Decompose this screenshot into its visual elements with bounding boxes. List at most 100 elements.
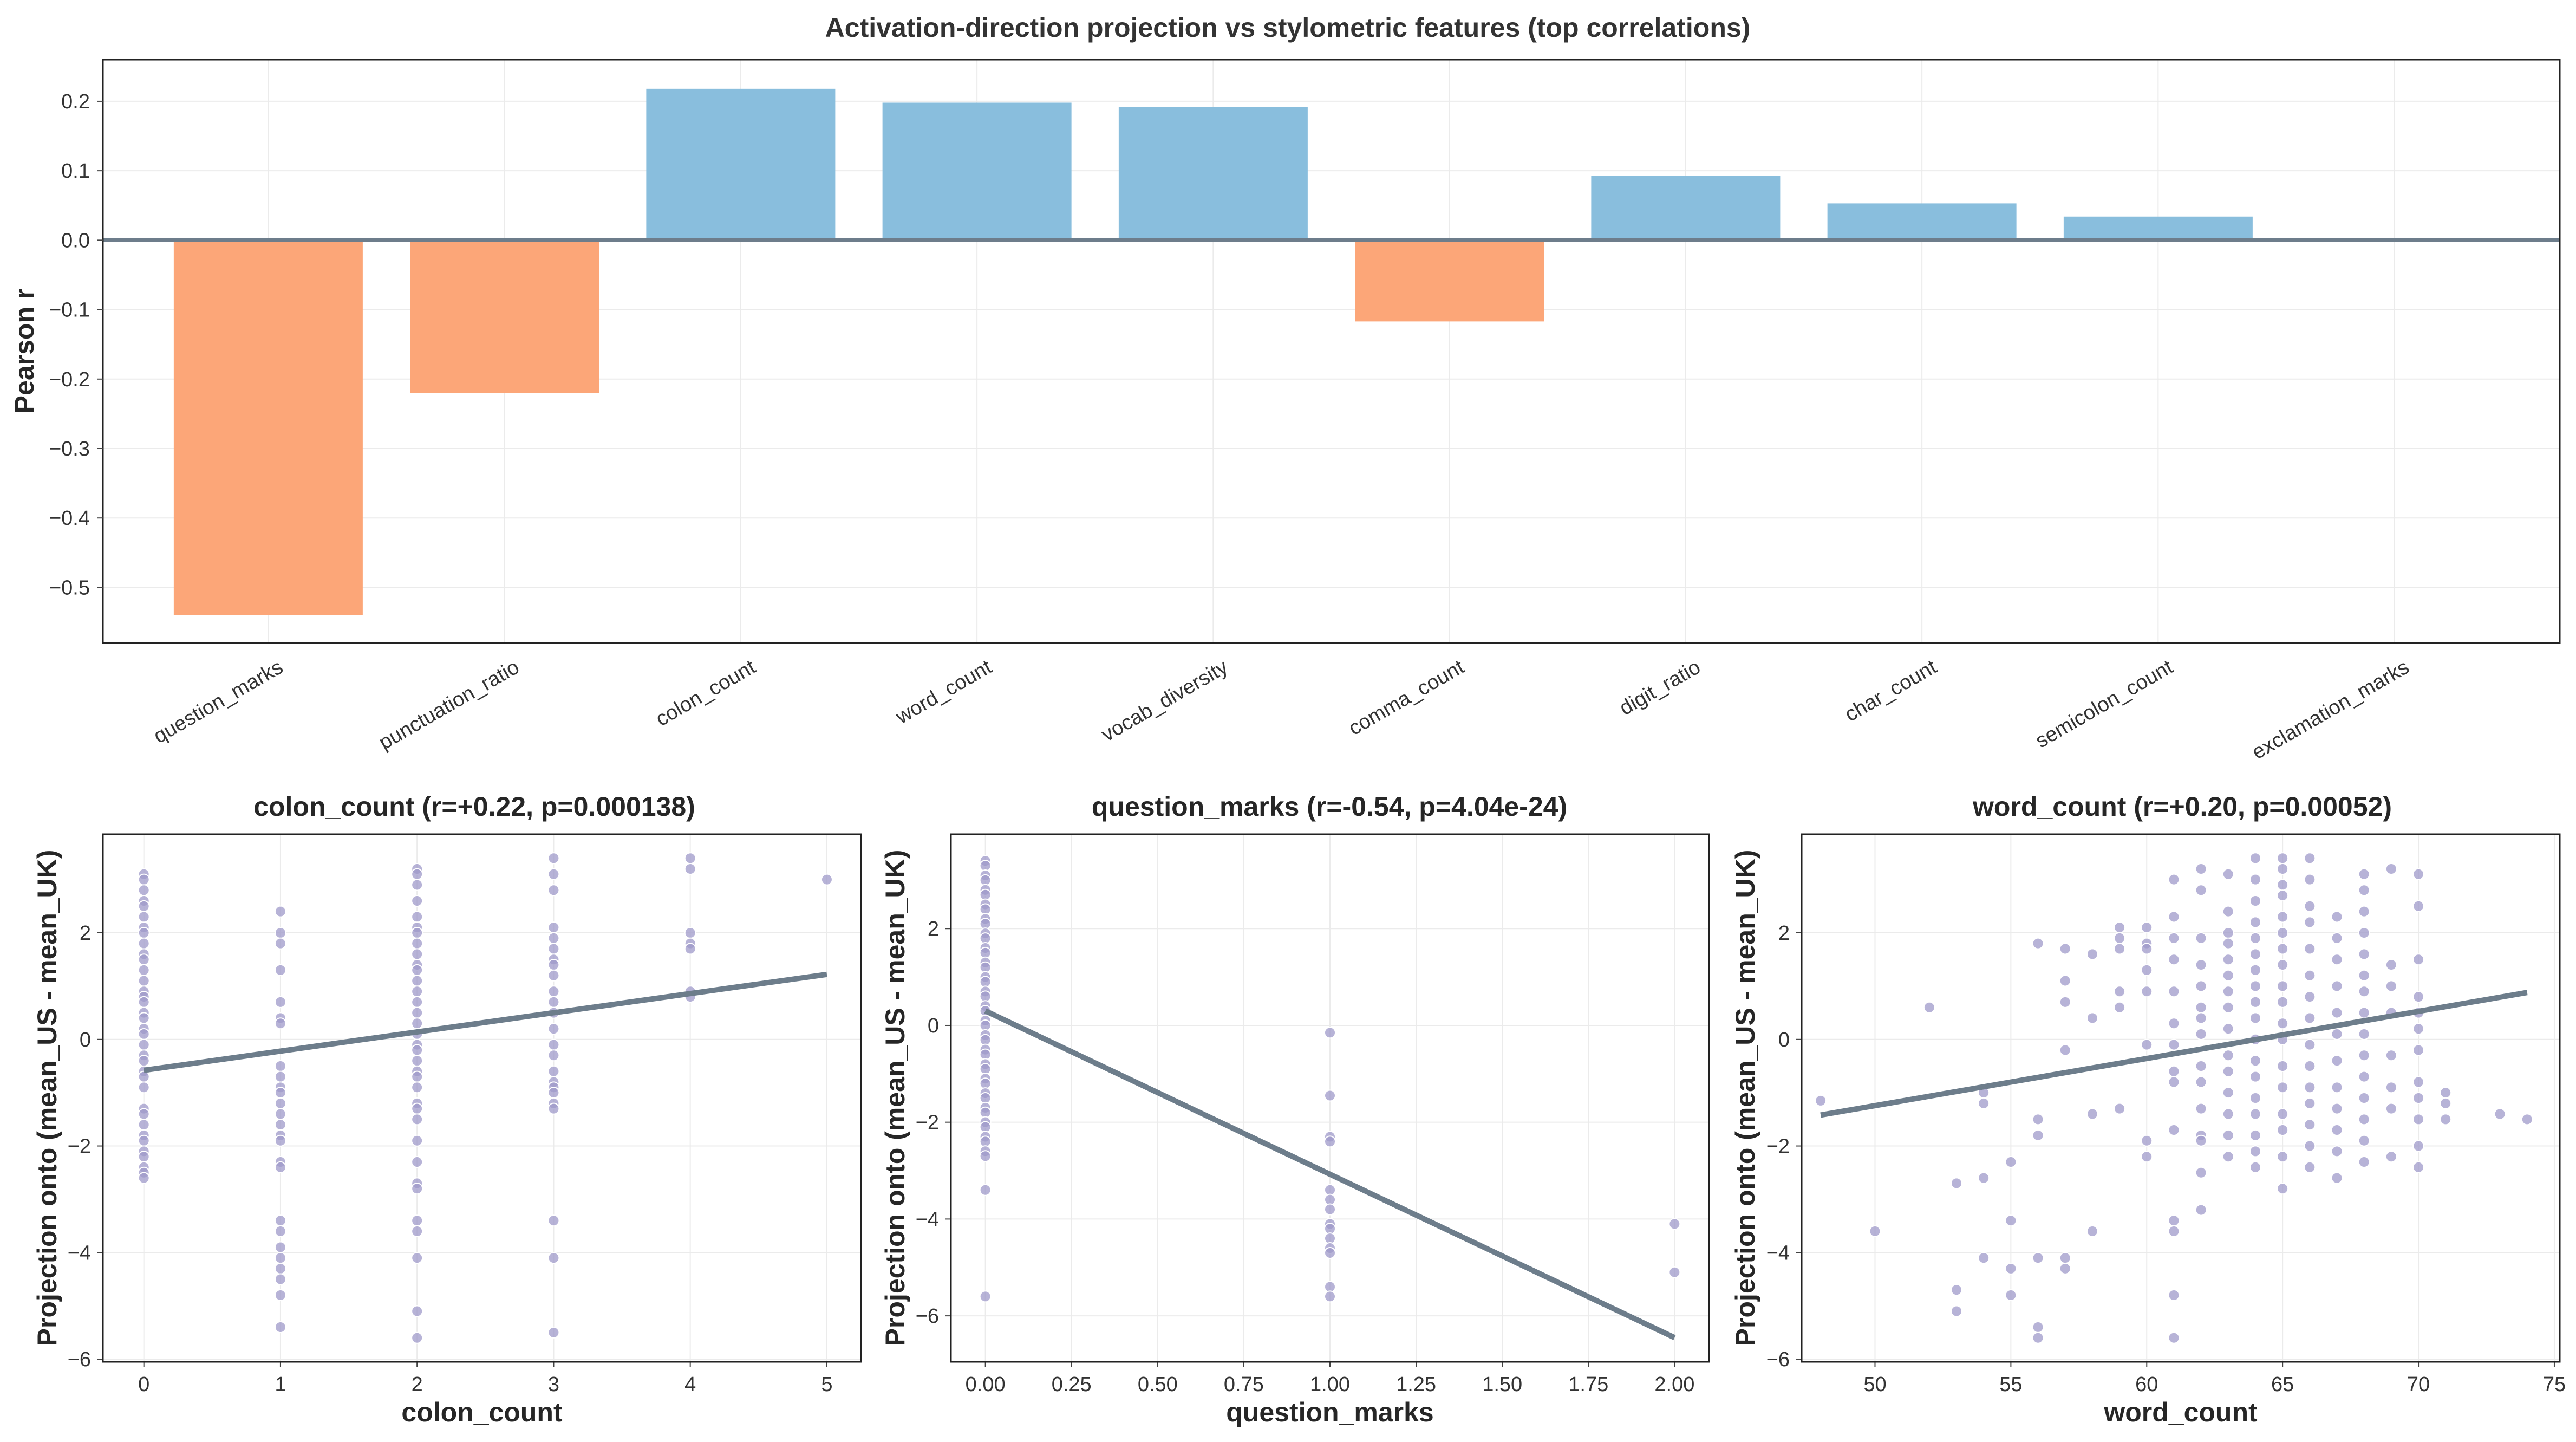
bar-x-tick-label-vocab_diversity: vocab_diversity [1098,655,1232,746]
scatter-point [411,1156,423,1168]
scatter-point [2304,1081,2316,1094]
scatter-point [2358,1049,2370,1062]
scatter-point [274,927,286,939]
scatter-point [2358,1070,2370,1083]
scatter-point [547,1065,560,1077]
scatter-3-frame [1801,833,2561,1363]
scatter-point [2141,1151,2153,1163]
scatter-point [2440,1087,2452,1099]
scatter-point [1923,1001,1935,1014]
scatter-point [138,953,150,966]
scatter-y-tick-label: 2 [928,918,939,940]
scatter-x-tick-label: 5 [821,1373,832,1396]
bar-comma_count [1355,240,1544,322]
scatter-point [411,1044,423,1056]
scatter-point [138,1012,150,1024]
scatter-point [2358,1113,2370,1126]
scatter-point [1324,1290,1336,1303]
scatter-point [2032,1252,2044,1264]
scatter-point [2331,1081,2343,1094]
scatter-point [2358,927,2370,939]
scatter-point [2277,927,2289,939]
scatter-1-grid [103,834,861,1362]
scatter-point [2059,1262,2071,1275]
scatter-point [274,1241,286,1253]
scatter-point [138,1172,150,1184]
scatter-2-plot: 0.00 0.25 0.50 0.75 1.00 1.25 1.50 1.75 2.00 −6 −4… [916,834,1709,1396]
scatter-3-x-axis-label: word_count [2103,1397,2258,1427]
scatter-point [411,1331,423,1344]
scatter-point [411,1006,423,1019]
scatter-point [2222,1108,2234,1120]
scatter-point [2358,905,2370,918]
scatter-point [2222,1023,2234,1035]
bar-x-tick-label-question_marks: question_marks [150,655,287,748]
scatter-point [138,873,150,886]
scatter-point [2277,1060,2289,1072]
scatter-point [2141,1134,2153,1147]
scatter-point [1978,1097,1990,1109]
scatter-point [1324,1246,1336,1259]
bar-y-tick-label: −0.1 [49,299,90,322]
scatter-point [2168,953,2180,966]
scatter-point [2412,1044,2425,1056]
bar-chart-y-axis-label: Pearson r [9,289,40,414]
scatter-y-tick-label: 2 [80,922,91,945]
scatter-x-tick-label: 1 [275,1373,286,1396]
scatter-point [1324,1089,1336,1102]
bar-question_marks [173,240,363,615]
scatter-point [2249,1129,2261,1141]
scatter-2-title: question_marks (r=-0.54, p=4.04e-24) [1092,791,1567,822]
scatter-point [2331,1124,2343,1136]
scatter-point [2032,1113,2044,1126]
scatter-point [2222,1129,2234,1141]
scatter-x-tick-label: 75 [2543,1373,2566,1396]
scatter-point [2331,1028,2343,1040]
scatter-point [2141,964,2153,976]
scatter-point [2358,1156,2370,1168]
scatter-point [684,852,696,865]
scatter-point [2059,975,2071,987]
scatter-point [2385,1151,2397,1163]
scatter-point [2195,862,2207,875]
scatter-y-tick-label: −6 [68,1348,91,1371]
scatter-point [411,964,423,976]
scatter-x-tick-label: 70 [2407,1373,2430,1396]
scatter-point [138,1038,150,1051]
scatter-y-tick-label: −2 [916,1112,939,1134]
scatter-point [2168,1076,2180,1088]
scatter-point [1978,1252,1990,1264]
scatter-point [2304,1038,2316,1051]
scatter-point [684,943,696,955]
scatter-point [2358,1028,2370,1040]
scatter-point [138,1028,150,1040]
scatter-y-tick-label: −4 [916,1208,939,1231]
scatter-3-points [1815,852,2533,1344]
scatter-point [547,884,560,897]
scatter-point [2114,1102,2126,1115]
scatter-point [2222,937,2234,950]
scatter-point [2114,932,2126,944]
scatter-point [1869,1225,1881,1237]
scatter-point [547,1102,560,1115]
scatter-point [2086,1225,2098,1237]
scatter-point [2277,862,2289,875]
scatter-point [2114,921,2126,934]
scatter-point [2412,953,2425,966]
scatter-panel-question-marks: question_marks (r=-0.54, p=4.04e-24) 0.0… [880,791,1710,1427]
scatter-point [547,943,560,955]
scatter-point [411,1102,423,1115]
scatter-point [138,975,150,987]
bar-x-tick-label-colon_count: colon_count [652,655,760,731]
scatter-point [2412,1140,2425,1152]
bar-chart-y-ticks: −0.5 −0.4 −0.3 −0.2 −0.1 0.0 0.1 0.2 [49,90,103,599]
scatter-point [2195,980,2207,992]
scatter-2-frame [950,833,1710,1363]
scatter-point [2195,1166,2207,1179]
bar-x-tick-label-char_count: char_count [1841,655,1941,726]
scatter-point [2277,1183,2289,1195]
scatter-point [684,927,696,939]
scatter-point [2195,959,2207,971]
scatter-x-tick-label: 4 [684,1373,696,1396]
scatter-point [2304,969,2316,982]
